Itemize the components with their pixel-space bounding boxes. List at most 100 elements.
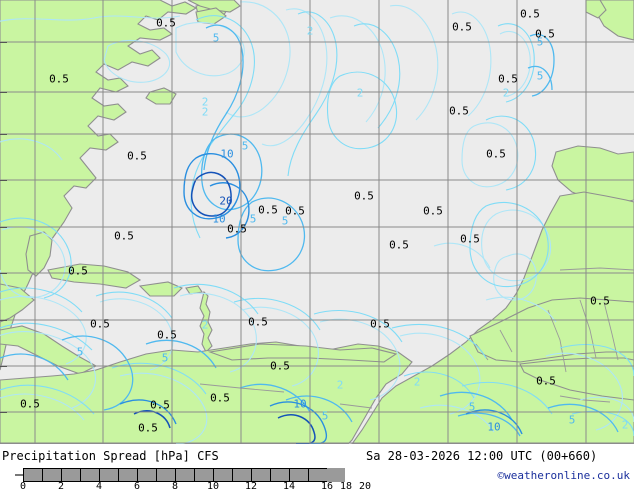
- latitude-tick-1: [0, 92, 7, 93]
- land-venezuela-coast: [207, 343, 398, 363]
- contour-label-10: 10: [220, 147, 234, 161]
- colorbar-cell-3[interactable]: [80, 468, 99, 482]
- contour-label-2: 2: [201, 95, 209, 109]
- contour-level-10: [119, 153, 523, 444]
- latitude-tick-5: [0, 273, 7, 274]
- colorbar-cell-11[interactable]: [232, 468, 251, 482]
- contour-label-0-5: 0.5: [536, 374, 556, 388]
- contour-label-5: 5: [568, 413, 576, 427]
- contour-label-0-5: 0.5: [127, 149, 147, 163]
- map-graphics: [0, 0, 634, 444]
- colorbar-tick-12: 12: [244, 481, 258, 490]
- contour-label-2: 2: [201, 105, 209, 119]
- latitude-tick-8: [0, 412, 7, 413]
- contour-label-2: 2: [502, 86, 510, 100]
- colorbar-cell-10[interactable]: [213, 468, 232, 482]
- colorbar-tick-6: 6: [133, 481, 141, 490]
- contour-label-0-5: 0.5: [460, 232, 480, 246]
- contour-label-0-5: 0.5: [210, 391, 230, 405]
- contour-label-2: 2: [621, 418, 629, 432]
- colorbar-cell-13[interactable]: [270, 468, 289, 482]
- colorbar-cell-1[interactable]: [42, 468, 61, 482]
- latitude-tick-4: [0, 227, 7, 228]
- contour-label-5: 5: [241, 139, 249, 153]
- contour-label-5: 5: [212, 31, 220, 45]
- contour-label-0-5: 0.5: [258, 203, 278, 217]
- contour-label-0-5: 0.5: [150, 398, 170, 412]
- contour-label-0-5: 0.5: [535, 27, 555, 41]
- contour-label-2: 2: [413, 375, 421, 389]
- colorbar-tick-4: 4: [95, 481, 103, 490]
- contour-label-5: 5: [76, 345, 84, 359]
- contour-label-5: 5: [321, 409, 329, 423]
- contour-label-0-5: 0.5: [114, 229, 134, 243]
- contour-label-10: 10: [487, 420, 501, 434]
- colorbar-cell-4[interactable]: [99, 468, 118, 482]
- colorbar-min-dash: [15, 474, 23, 476]
- latitude-tick-7: [0, 366, 7, 367]
- contour-label-0-5: 0.5: [520, 7, 540, 21]
- contour-label-0-5: 0.5: [20, 397, 40, 411]
- colorbar-tick-14: 14: [282, 481, 296, 490]
- land-lesser-antilles: [199, 290, 213, 353]
- colorbar-tick-2: 2: [57, 481, 65, 490]
- colorbar-tick-20: 20: [358, 481, 372, 490]
- colorbar-cell-12[interactable]: [251, 468, 270, 482]
- contour-label-0-5: 0.5: [248, 315, 268, 329]
- contour-label-0-5: 0.5: [389, 238, 409, 252]
- colorbar-tick-8: 8: [171, 481, 179, 490]
- colorbar-cell-8[interactable]: [175, 468, 194, 482]
- contour-label-5: 5: [161, 351, 169, 365]
- product-title: Precipitation Spread [hPa] CFS: [2, 449, 219, 463]
- contour-label-10: 10: [293, 397, 307, 411]
- graticule: [0, 0, 634, 444]
- colorbar-tick-0: 0: [19, 481, 27, 490]
- colorbar-tick-layer: 0 2 4 6 8 10 12 14 16 18 20: [0, 482, 634, 490]
- latitude-tick-2: [0, 134, 7, 135]
- contour-label-0-5: 0.5: [498, 72, 518, 86]
- colorbar-cell-0[interactable]: [23, 468, 42, 482]
- model-run-timestamp: Sa 28-03-2026 12:00 UTC (00+660): [366, 449, 598, 463]
- contour-label-0-5: 0.5: [423, 204, 443, 218]
- colorbar-cell-14[interactable]: [289, 468, 308, 482]
- latitude-tick-0: [0, 42, 7, 43]
- contour-label-0-5: 0.5: [270, 359, 290, 373]
- land-greenland-fringe: [187, 0, 241, 13]
- colorbar-cell-7[interactable]: [156, 468, 175, 482]
- land-puerto-rico: [185, 285, 203, 295]
- colorbar-cell-15[interactable]: [308, 468, 327, 482]
- contour-label-0-5: 0.5: [285, 204, 305, 218]
- contour-level-0-5: [0, 1, 634, 444]
- contour-label-2: 2: [201, 318, 209, 332]
- contour-label-0-5: 0.5: [486, 147, 506, 161]
- color-scale-bar[interactable]: [23, 468, 345, 482]
- contour-label-5: 5: [281, 214, 289, 228]
- contour-label-20: 20: [219, 194, 233, 208]
- contour-label-5: 5: [536, 69, 544, 83]
- copyright-credit: ©weatheronline.co.uk: [497, 469, 630, 482]
- contour-label-2: 2: [306, 24, 314, 38]
- contour-label-0-5: 0.5: [138, 421, 158, 435]
- contour-label-0-5: 0.5: [90, 317, 110, 331]
- contour-label-0-5: 0.5: [157, 328, 177, 342]
- latitude-tick-6: [0, 320, 7, 321]
- land-gulf-of-guinea: [519, 357, 634, 401]
- contour-label-5: 5: [468, 400, 476, 414]
- contour-label-2: 2: [336, 378, 344, 392]
- colorbar-cell-5[interactable]: [118, 468, 137, 482]
- contour-label-0-5: 0.5: [354, 189, 374, 203]
- contour-label-5: 5: [536, 35, 544, 49]
- contour-label-0-5: 0.5: [452, 20, 472, 34]
- contour-label-10: 10: [212, 212, 226, 226]
- latitude-tick-3: [0, 180, 7, 181]
- colorbar-cell-6[interactable]: [137, 468, 156, 482]
- contour-label-0-5: 0.5: [49, 72, 69, 86]
- colorbar-tick-18: 18: [339, 481, 353, 490]
- colorbar-cell-9[interactable]: [194, 468, 213, 482]
- contour-level-2: [0, 11, 634, 437]
- colorbar-tick-16: 16: [320, 481, 334, 490]
- colorbar-cell-2[interactable]: [61, 468, 80, 482]
- map-canvas[interactable]: 0.5 0.5 0.5 0.5 0.5 0.5 0.5 0.5 0.5 0.5 0.5 0.5 0.5 0…: [0, 0, 634, 444]
- contour-label-0-5: 0.5: [449, 104, 469, 118]
